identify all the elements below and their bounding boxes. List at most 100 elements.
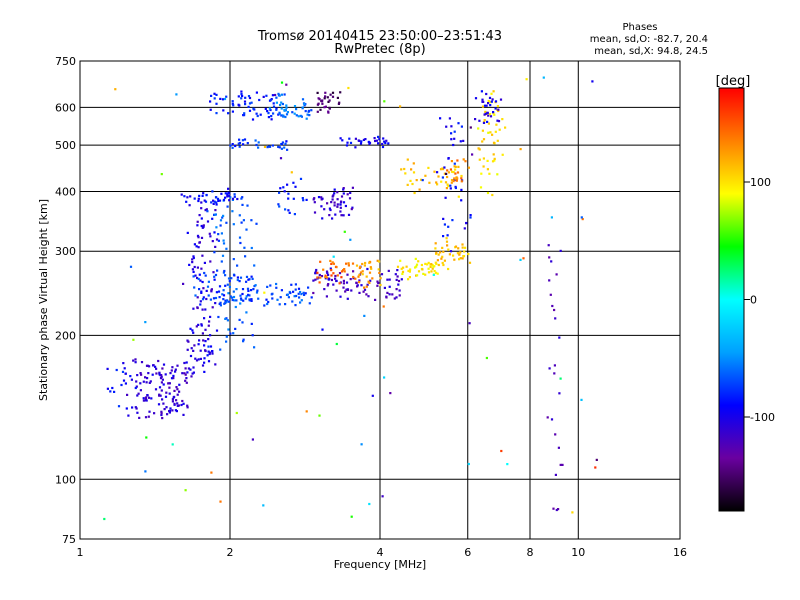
data-point [441,246,444,249]
data-point [243,138,247,141]
data-point [251,334,254,337]
data-point [168,392,171,395]
data-point [486,168,489,171]
x-tick-label: 8 [527,546,534,559]
data-point [244,103,247,106]
grid-lines [80,61,680,539]
data-point [446,169,449,172]
data-point [226,195,229,198]
data-point [138,416,141,419]
data-point [197,197,200,200]
data-point [431,264,434,267]
data-point [214,363,217,366]
data-point [377,142,380,145]
data-point [348,197,352,200]
data-point [266,285,269,288]
data-point [207,350,210,353]
data-point [240,90,243,93]
data-point [142,399,145,402]
data-point [454,245,458,248]
data-point [467,252,470,256]
data-point [140,361,144,364]
data-point [479,186,483,189]
data-point [232,258,235,261]
data-point [318,414,321,417]
data-point [437,253,440,256]
data-point [331,198,334,201]
data-point [333,188,336,191]
data-point [173,389,176,392]
data-point [211,190,214,193]
data-point [498,128,501,131]
data-point [329,259,332,262]
data-point [449,168,452,171]
data-point [199,303,202,306]
data-point [219,97,222,100]
data-point [314,270,317,273]
data-point [453,130,456,133]
data-point [324,274,327,277]
data-point [176,388,179,391]
data-point [371,277,374,280]
data-point [558,392,561,395]
data-point [465,221,468,225]
data-point [378,138,381,141]
data-point [328,99,331,102]
data-point [223,302,226,305]
data-point [339,206,342,209]
data-point [247,105,250,108]
data-point [371,394,374,397]
data-point [481,140,484,143]
data-point [364,261,367,265]
data-point [169,372,172,375]
data-point [462,158,465,161]
data-point [399,105,402,108]
data-point [497,109,500,113]
data-point [461,243,464,246]
data-point [368,271,372,274]
data-point [166,413,169,416]
data-point [239,294,242,297]
data-point [240,298,243,301]
data-point [263,304,266,307]
data-point [198,194,201,197]
data-point [359,142,363,145]
data-point [211,306,214,309]
data-point [239,297,243,300]
data-point [241,321,244,324]
data-point [230,296,234,299]
data-point [295,114,298,117]
data-point [420,178,423,181]
data-point [559,377,562,380]
colorbar [718,87,745,512]
data-point [439,251,442,254]
data-point [357,275,360,278]
data-point [257,146,260,149]
data-point [162,383,165,386]
data-point [247,95,251,98]
data-point [192,349,195,352]
data-point [279,187,282,190]
data-point [553,372,556,375]
x-tick-label: 10 [571,546,585,559]
data-point [331,217,334,220]
data-point [445,187,448,190]
data-point [346,288,350,291]
data-point [185,381,188,384]
data-point [308,302,311,305]
data-point [210,94,213,97]
data-point [186,231,189,234]
data-point [217,315,220,319]
data-point [334,274,337,278]
data-point [365,275,368,278]
data-point [446,234,449,237]
data-point [458,253,461,256]
data-point [314,272,317,275]
data-point [481,98,484,101]
data-point [122,379,126,382]
data-point [248,102,252,105]
data-point [459,251,462,254]
data-point [550,216,553,219]
data-point [213,251,216,254]
data-point [333,192,336,195]
